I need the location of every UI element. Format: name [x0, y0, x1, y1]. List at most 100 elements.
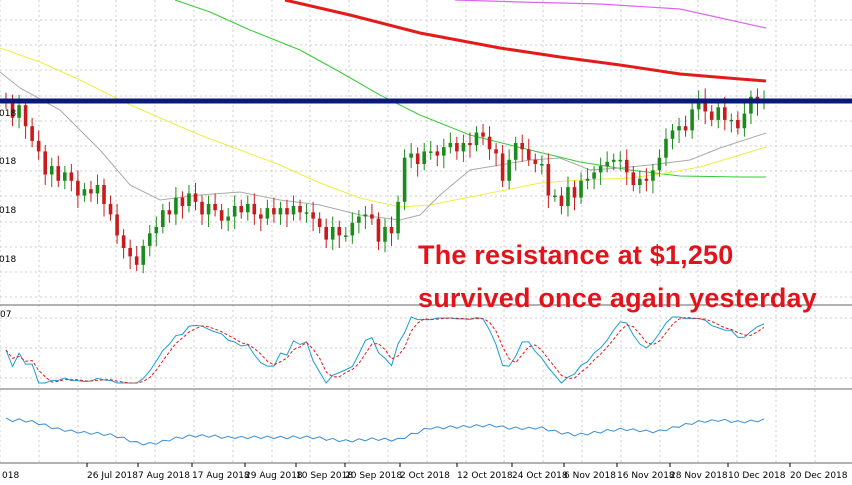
candle-body — [180, 197, 185, 206]
candle-body — [134, 256, 139, 265]
candle-body — [161, 210, 165, 227]
candle-body — [742, 113, 747, 129]
candle-body — [167, 210, 172, 215]
left-edge-label: 018 — [0, 206, 16, 216]
candle-body — [572, 187, 577, 198]
x-tick-label: 6 Nov 2018 — [564, 471, 616, 481]
candle-body — [722, 107, 727, 120]
candle-body — [474, 132, 479, 146]
x-tick-label: 28 Nov 2018 — [670, 471, 728, 481]
x-tick-label: 24 Oct 2018 — [512, 471, 568, 481]
x-tick-label: 10 Dec 2018 — [728, 471, 786, 481]
left-edge-label: 018 — [0, 255, 16, 265]
candle-body — [17, 105, 21, 118]
candle-body — [89, 189, 93, 194]
candle-body — [703, 98, 707, 112]
candle-body — [291, 206, 296, 215]
candle-body — [232, 206, 237, 217]
candle-body — [370, 214, 374, 219]
candle-body — [43, 151, 48, 175]
candle-body — [285, 208, 289, 215]
x-tick-label: 10 Sep 2018 — [296, 471, 353, 481]
candle-body — [49, 166, 54, 175]
candle-body — [461, 143, 466, 152]
candle-body — [585, 178, 590, 181]
candle-body — [520, 143, 525, 150]
candle-body — [343, 235, 348, 237]
candle-body — [579, 180, 583, 198]
candle-body — [147, 233, 152, 246]
candle-body — [115, 214, 119, 236]
candle-body — [200, 201, 204, 215]
x-tick-label: 12 Oct 2018 — [457, 471, 513, 481]
candle-body — [193, 193, 198, 202]
ma-green-line — [174, 0, 766, 178]
candle-body — [507, 159, 511, 181]
candle-body — [442, 147, 446, 156]
candle-body — [95, 185, 100, 194]
candle-body — [252, 203, 257, 215]
candle-body — [618, 159, 623, 162]
candle-body — [657, 157, 662, 171]
candle-body — [76, 180, 80, 196]
candle-body — [624, 159, 629, 173]
x-tick-label: 26 Jul 2018 — [87, 471, 138, 481]
x-tick-label: 2 Oct 2018 — [400, 471, 450, 481]
candle-body — [716, 107, 721, 120]
candle-body — [670, 130, 675, 139]
candle-body — [598, 166, 603, 173]
candle-body — [30, 126, 34, 141]
candle-body — [487, 136, 492, 150]
candle-body — [494, 149, 498, 154]
x-tick-label: 7 Aug 2018 — [138, 471, 190, 481]
stochastic-main-line — [5, 316, 765, 384]
candle-body — [36, 140, 41, 152]
ma-200-line — [284, 0, 767, 83]
candle-body — [278, 208, 283, 215]
candle-body — [363, 214, 368, 217]
candle-body — [696, 98, 701, 110]
candle-body — [10, 103, 15, 118]
candle-body — [736, 119, 740, 129]
candle-body — [415, 153, 420, 164]
candle-body — [259, 214, 263, 219]
candle-body — [690, 109, 694, 131]
x-tick-label: 20 Dec 2018 — [790, 471, 848, 481]
candle-body — [206, 203, 211, 215]
candle-body — [566, 187, 570, 206]
candle-body — [265, 208, 270, 219]
annotation-line-2: survived once again yesterday — [418, 283, 817, 313]
candle-body — [56, 166, 61, 181]
candle-body — [102, 185, 106, 204]
candle-body — [357, 216, 361, 223]
ma-yellow-line — [0, 47, 767, 208]
candle-body — [644, 178, 649, 181]
stoch-edge-label: 07 — [0, 310, 11, 320]
candle-body — [677, 126, 681, 131]
candle-body — [383, 227, 387, 242]
candle-body — [272, 208, 276, 215]
candle-body — [23, 105, 28, 127]
candle-body — [69, 172, 74, 181]
x-tick-edge-label: 018 — [2, 471, 19, 481]
candle-body — [631, 172, 636, 185]
candle-body — [513, 143, 518, 160]
candle-body — [389, 227, 394, 234]
candle-body — [651, 170, 655, 181]
candle-body — [121, 235, 126, 248]
candle-body — [396, 201, 400, 234]
candle-body — [448, 143, 453, 148]
ma-magenta-line — [454, 0, 767, 29]
candle-body — [559, 195, 564, 206]
left-edge-label: 018 — [0, 157, 16, 167]
candle-body — [605, 161, 609, 167]
candle-body — [187, 193, 191, 206]
candle-body — [729, 119, 734, 122]
candle-body — [553, 195, 557, 197]
candle-body — [709, 111, 714, 120]
candle-body — [226, 216, 230, 221]
x-tick-label: 16 Nov 2018 — [617, 471, 675, 481]
candle-body — [174, 197, 178, 215]
candle-body — [154, 227, 159, 234]
